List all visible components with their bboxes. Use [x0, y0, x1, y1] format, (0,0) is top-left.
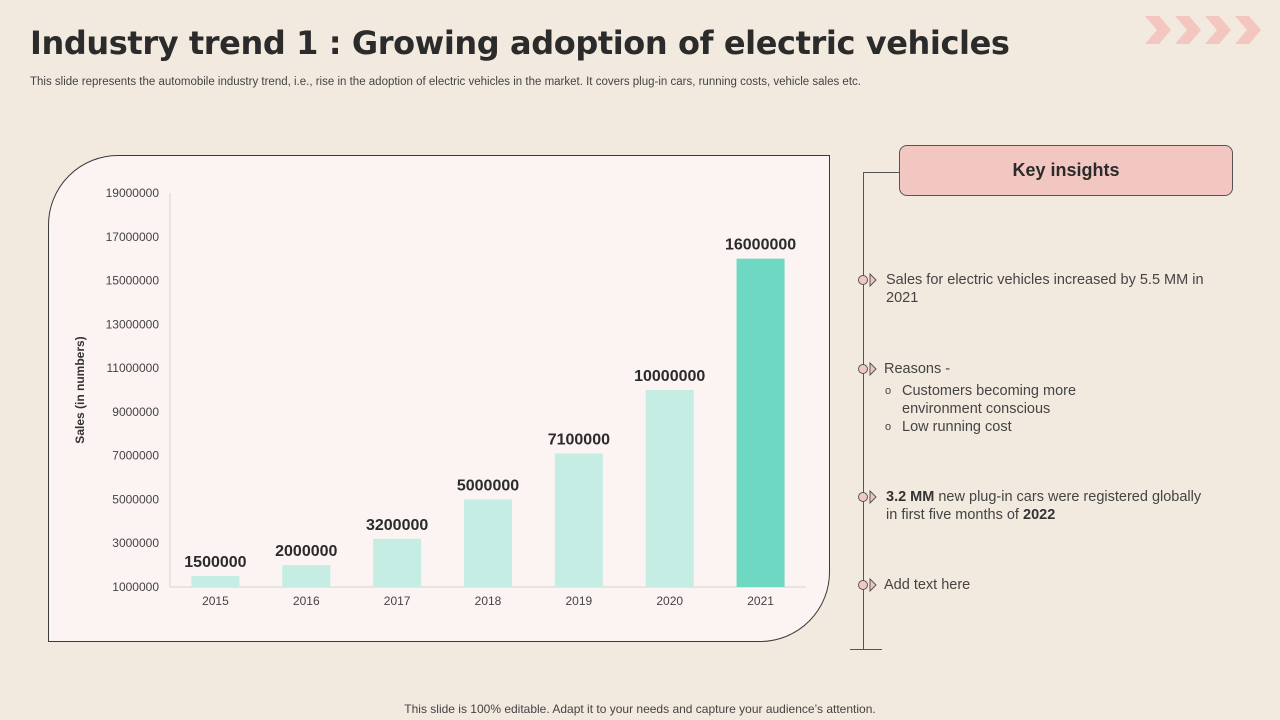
x-tick-label: 2016: [293, 594, 320, 608]
timeline-marker-icon: [858, 578, 877, 592]
bullet-circle-icon: o: [885, 385, 892, 397]
bar: [554, 453, 603, 587]
insight-sales-increase: Sales for electric vehicles increased by…: [886, 272, 1204, 306]
timeline-foot: [850, 649, 882, 650]
chevrons-decoration-icon: [1145, 16, 1261, 44]
reasons-label: Reasons -: [884, 361, 951, 377]
timeline-line: [863, 172, 864, 650]
slide-subtitle: This slide represents the automobile ind…: [30, 76, 861, 88]
x-tick-label: 2019: [566, 594, 593, 608]
bullet-circle-icon: o: [885, 421, 892, 433]
key-insights-heading: Key insights: [899, 145, 1233, 196]
x-tick-label: 2021: [747, 594, 774, 608]
data-label: 3200000: [366, 517, 428, 534]
y-tick-label: 1000000: [112, 580, 159, 594]
insight-placeholder: Add text here: [884, 577, 971, 593]
list-item: o Low running cost: [885, 419, 1012, 435]
bar: [736, 258, 785, 587]
data-label: 1500000: [184, 554, 246, 571]
y-tick-label: 19000000: [106, 186, 160, 200]
bar: [645, 390, 694, 587]
data-label: 5000000: [457, 477, 519, 494]
insight-bold-value: 3.2 MM: [886, 489, 935, 505]
chart-panel: [48, 155, 830, 642]
y-tick-label: 17000000: [106, 230, 160, 244]
x-tick-label: 2018: [475, 594, 502, 608]
y-tick-label: 15000000: [106, 274, 160, 288]
footer-note: This slide is 100% editable. Adapt it to…: [404, 702, 876, 716]
timeline-marker-icon: [858, 362, 877, 376]
insight-plugin-cars: 3.2 MM new plug-in cars were registered …: [886, 489, 1202, 523]
x-tick-label: 2020: [656, 594, 683, 608]
y-tick-label: 3000000: [112, 536, 159, 550]
data-label: 2000000: [275, 543, 337, 560]
data-label: 16000000: [725, 237, 796, 254]
insight-bold-year: 2022: [1023, 507, 1056, 523]
x-tick-label: 2017: [384, 594, 411, 608]
bar: [464, 499, 512, 587]
slide-title: Industry trend 1 : Growing adoption of e…: [30, 24, 1010, 62]
y-tick-label: 5000000: [112, 492, 159, 506]
timeline-marker-icon: [858, 273, 877, 287]
data-label: 7100000: [548, 431, 610, 448]
data-label: 10000000: [634, 368, 705, 385]
timeline-connector: [863, 172, 900, 173]
bar: [282, 565, 331, 587]
bar: [191, 576, 240, 587]
y-tick-label: 7000000: [112, 449, 159, 463]
insight-reasons: Reasons - o Customers becoming more envir…: [884, 360, 1114, 436]
list-item: o Customers becoming more environment con…: [885, 383, 1077, 417]
timeline-marker-icon: [858, 490, 877, 504]
y-tick-label: 9000000: [112, 405, 159, 419]
x-tick-label: 2015: [202, 594, 229, 608]
y-tick-label: 11000000: [107, 361, 160, 375]
reasons-list: o Customers becoming more environment con…: [884, 382, 1114, 436]
y-tick-label: 13000000: [106, 317, 160, 331]
bar: [373, 538, 422, 587]
